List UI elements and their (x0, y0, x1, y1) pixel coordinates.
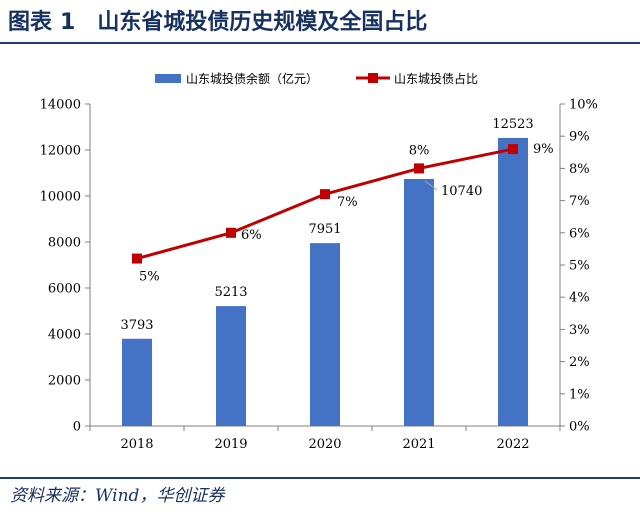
chart-title-bar: 图表 1 山东省城投债历史规模及全国占比 (8, 4, 628, 42)
line-point (320, 189, 330, 200)
line-value-label: 5% (139, 270, 160, 285)
bar (498, 137, 528, 426)
line-value-label: 8% (409, 143, 430, 158)
line-point (414, 163, 424, 174)
figure-number: 1 (60, 10, 76, 35)
line-value-label: 9% (533, 142, 554, 157)
x-tick-label: 2022 (496, 437, 529, 452)
bottom-rule (0, 477, 640, 479)
line-point (226, 227, 236, 238)
right-tick-label: 5% (569, 259, 590, 274)
left-tick-label: 8000 (48, 236, 81, 251)
bar (310, 243, 340, 426)
right-tick-label: 3% (569, 323, 590, 338)
page-title: 山东省城投债历史规模及全国占比 (97, 10, 428, 35)
x-tick-label: 2020 (308, 437, 341, 452)
x-tick-label: 2019 (214, 437, 247, 452)
legend-bar-label: 山东城投债余额（亿元） (186, 71, 318, 86)
bar (404, 178, 434, 426)
right-tick-label: 0% (569, 420, 590, 435)
bar (216, 306, 246, 426)
top-rule (0, 42, 640, 44)
right-tick-label: 6% (569, 226, 590, 241)
chart-axes: 0 2000 4000 6000 8000 10000 12000 14000 0% 1% 2% 3%… (40, 98, 598, 453)
line-value-label: 6% (241, 228, 262, 243)
left-tick-label: 12000 (40, 144, 81, 159)
line-value-label: 7% (337, 195, 358, 210)
bar-value-label: 5213 (214, 285, 247, 300)
left-tick-label: 10000 (40, 190, 81, 205)
bar-value-label: 10740 (441, 184, 482, 199)
line-series (132, 144, 518, 264)
line-point (132, 253, 142, 264)
bar-value-label: 12523 (492, 117, 533, 132)
right-tick-label: 9% (569, 130, 590, 145)
legend-line-label: 山东城投债占比 (394, 71, 478, 86)
left-tick-label: 0 (73, 420, 81, 435)
source-note: 资料来源：Wind，华创证券 (10, 486, 225, 506)
bar-value-label: 3793 (120, 318, 153, 333)
legend-line-marker (368, 73, 378, 83)
chart-legend: 山东城投债余额（亿元） 山东城投债占比 (155, 71, 478, 86)
bar-value-label: 7951 (308, 222, 341, 237)
x-tick-label: 2021 (402, 437, 435, 452)
chart-canvas: 山东城投债余额（亿元） 山东城投债占比 0 2000 4000 6000 8000 100… (40, 71, 598, 453)
right-tick-label: 10% (569, 98, 598, 113)
left-tick-label: 4000 (48, 328, 81, 343)
label-leader-line (424, 180, 438, 191)
right-tick-label: 7% (569, 194, 590, 209)
right-tick-label: 1% (569, 387, 590, 402)
right-tick-label: 8% (569, 162, 590, 177)
legend-bar-swatch (155, 74, 181, 83)
left-tick-label: 6000 (48, 282, 81, 297)
left-tick-label: 14000 (40, 98, 81, 113)
bar (122, 338, 152, 426)
data-labels: 3793 5213 7951 10740 12523 5% 6% 7% 8% 9% (120, 117, 553, 333)
right-tick-label: 4% (569, 291, 590, 306)
share-line (136, 147, 514, 261)
left-tick-label: 2000 (48, 374, 81, 389)
x-tick-label: 2018 (120, 437, 153, 452)
figure-label: 图表 (8, 10, 53, 35)
right-tick-label: 2% (569, 355, 590, 370)
line-point (508, 144, 518, 155)
bar-series (122, 137, 528, 426)
